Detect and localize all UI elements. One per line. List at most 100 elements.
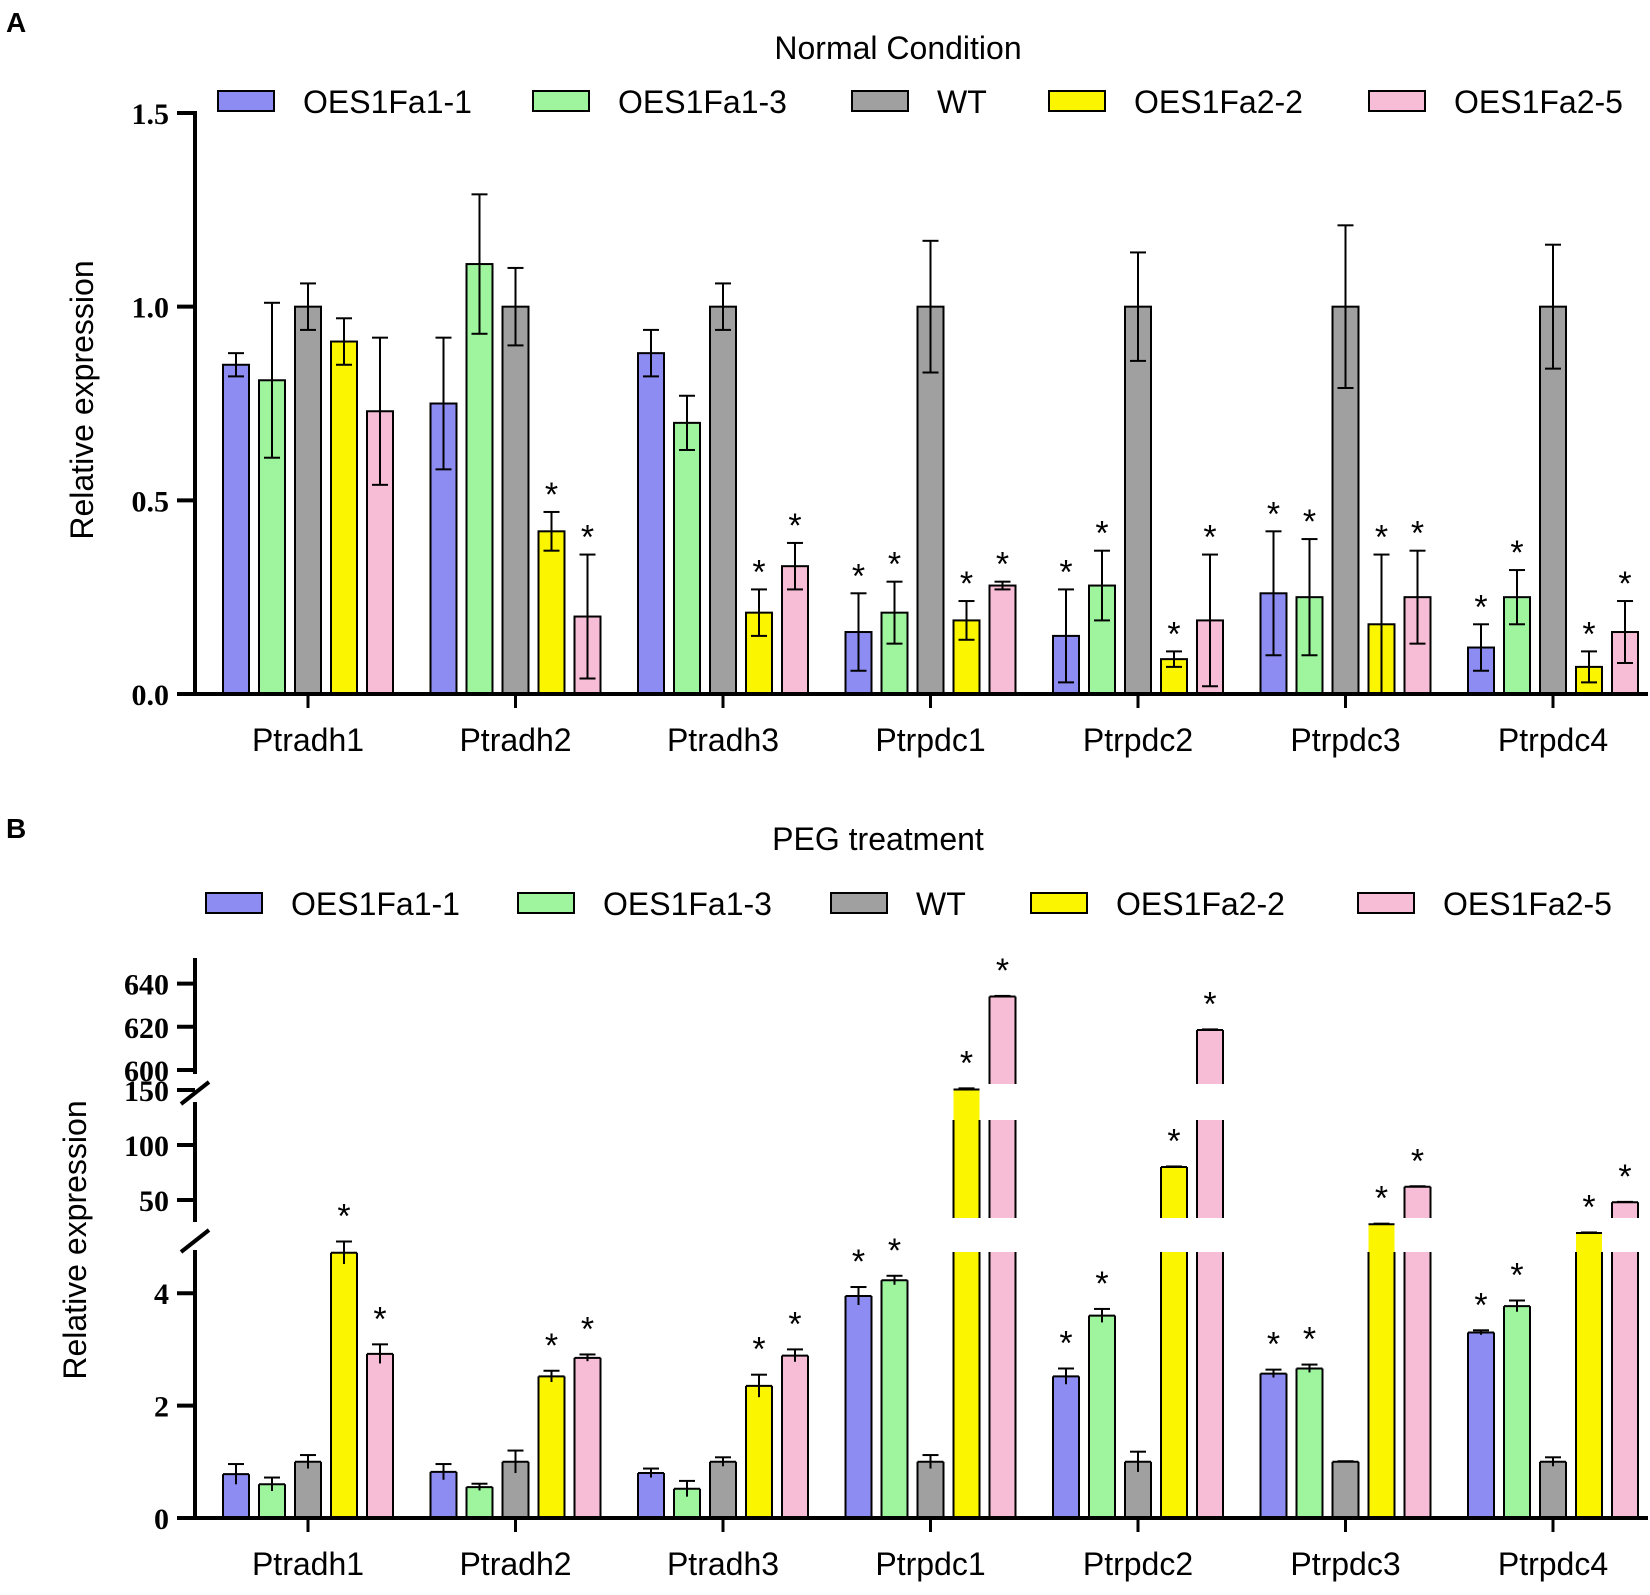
chart-b-legend-label: OES1Fa2-5 — [1443, 886, 1612, 922]
chart-a-significance-marker: * — [581, 519, 594, 557]
chart-b-x-tick-label: Ptrpdc4 — [1498, 1546, 1608, 1582]
panel-b-label: B — [6, 813, 26, 844]
chart-b-bar — [367, 1353, 393, 1518]
chart-a-significance-marker: * — [1582, 615, 1595, 653]
chart-b-legend-swatch — [205, 892, 263, 914]
chart-b-significance-marker: * — [545, 1327, 558, 1365]
chart-a-x-tick-label: Ptrpdc2 — [1083, 722, 1193, 758]
chart-b-significance-marker: * — [788, 1305, 801, 1343]
chart-a-significance-marker: * — [888, 546, 901, 584]
chart-a-significance-marker: * — [852, 557, 865, 595]
chart-b-axis-break-mark — [179, 1228, 211, 1254]
chart-b-y-tick-label: 4 — [154, 1278, 169, 1311]
chart-b-y-tick-label: 0 — [154, 1503, 169, 1536]
chart-b-bar — [881, 1280, 908, 1518]
chart-a-significance-marker: * — [1203, 519, 1216, 557]
chart-b-bar — [710, 1461, 736, 1518]
chart-a-significance-marker: * — [1059, 553, 1072, 591]
chart-a-significance-marker: * — [1474, 588, 1487, 626]
chart-a-significance-marker: * — [1267, 495, 1280, 533]
chart-b-y-tick-label: 100 — [124, 1130, 169, 1163]
chart-a-significance-marker: * — [1411, 515, 1424, 553]
chart-b-bar — [538, 1376, 565, 1518]
chart-b-bar — [917, 1461, 944, 1518]
chart-b-bar — [1612, 1202, 1638, 1518]
chart-b-bar-break — [1402, 1218, 1433, 1252]
chart-b-bar — [574, 1357, 601, 1518]
chart-b-legend-swatch — [830, 892, 888, 914]
chart-a-legend-label: WT — [937, 84, 987, 120]
chart-b-significance-marker: * — [1203, 985, 1216, 1023]
chart-a-legend-swatch — [1048, 90, 1106, 112]
chart-a-y-tick-label: 0.5 — [132, 485, 170, 518]
chart-b-bar — [295, 1461, 321, 1518]
chart-b-bar — [1332, 1461, 1359, 1518]
chart-a-title: Normal Condition — [774, 30, 1021, 66]
chart-b-legend-label: OES1Fa1-3 — [603, 886, 772, 922]
chart-b-significance-marker: * — [1618, 1158, 1631, 1196]
chart-a-significance-marker: * — [1618, 565, 1631, 603]
chart-b-bar-break — [1159, 1218, 1189, 1252]
chart-a: OES1Fa1-1 OES1Fa1-3 WT OES1Fa2-2 OES1Fa2-5 * *… — [132, 84, 1648, 758]
chart-a-legend-swatch — [532, 90, 590, 112]
chart-b-y-tick-label: 620 — [124, 1012, 169, 1045]
chart-a-legend-swatch — [217, 90, 275, 112]
panel-a-label: A — [6, 7, 26, 38]
chart-a-bar — [988, 584, 1017, 696]
chart-b-significance-marker: * — [1095, 1265, 1108, 1303]
chart-b-bar-break — [1195, 1218, 1225, 1252]
chart-b-bar-break — [987, 1084, 1018, 1120]
chart-b-bar — [1576, 1233, 1602, 1518]
chart-b-bar — [1089, 1315, 1115, 1518]
chart-a-significance-marker: * — [788, 507, 801, 545]
chart-b-bar — [1053, 1376, 1079, 1518]
chart-b-bar-break — [987, 1218, 1018, 1252]
chart-b-bar — [331, 1252, 357, 1518]
chart-a-bar — [222, 363, 250, 695]
chart-b-legend-label: OES1Fa2-2 — [1116, 886, 1285, 922]
chart-a-bar — [501, 305, 530, 695]
chart-b-bar — [782, 1355, 808, 1518]
chart-a-significance-marker: * — [996, 546, 1009, 584]
chart-b-legend-label: OES1Fa1-1 — [291, 886, 460, 922]
chart-b-bar — [746, 1385, 772, 1518]
chart-a-x-tick-label: Ptrpdc4 — [1498, 722, 1608, 758]
chart-b-significance-marker: * — [1411, 1142, 1424, 1180]
chart-a-bar — [1539, 305, 1567, 695]
chart-b-title: PEG treatment — [772, 821, 984, 857]
chart-b-significance-marker: * — [373, 1300, 386, 1338]
chart-a-significance-marker: * — [1510, 534, 1523, 572]
chart-b-legend-label: WT — [916, 886, 966, 922]
chart-b-significance-marker: * — [852, 1243, 865, 1281]
chart-b-significance-marker: * — [1267, 1326, 1280, 1364]
chart-b-bar — [989, 996, 1016, 1518]
chart-a-bar — [709, 305, 737, 695]
chart-b-bar — [845, 1296, 872, 1518]
chart-b-bar — [1296, 1368, 1323, 1518]
chart-b-significance-marker: * — [1303, 1321, 1316, 1359]
chart-a-bar — [637, 352, 665, 695]
chart-b-bar — [953, 1089, 980, 1518]
chart-b-bar — [466, 1487, 493, 1518]
chart-b-bar-break — [951, 1218, 982, 1252]
chart-b-y-tick-label: 640 — [124, 969, 169, 1002]
chart-a-x-tick-label: Ptrpdc1 — [875, 722, 985, 758]
chart-a-significance-marker: * — [1303, 503, 1316, 541]
chart-b-bar — [1540, 1461, 1566, 1518]
chart-b-bar — [1468, 1332, 1494, 1518]
chart-b-significance-marker: * — [1375, 1180, 1388, 1218]
chart-b-bar-break — [1610, 1218, 1640, 1252]
chart-a-x-tick-label: Ptradh3 — [667, 722, 779, 758]
chart-a-significance-marker: * — [960, 565, 973, 603]
chart-b-bar — [638, 1473, 664, 1518]
chart-a-y-axis-label: Relative expression — [64, 260, 100, 539]
chart-a-legend-label: OES1Fa1-3 — [618, 84, 787, 120]
chart-b-legend-swatch — [1030, 892, 1088, 914]
chart-b-y-tick-label: 150 — [124, 1075, 169, 1108]
chart-b-significance-marker: * — [888, 1232, 901, 1270]
chart-b-y-axis-label: Relative expression — [57, 1100, 93, 1379]
chart-b-y-tick-label: 50 — [139, 1185, 169, 1218]
chart-b-bar — [1504, 1306, 1530, 1518]
chart-a-x-tick-label: Ptradh2 — [459, 722, 571, 758]
